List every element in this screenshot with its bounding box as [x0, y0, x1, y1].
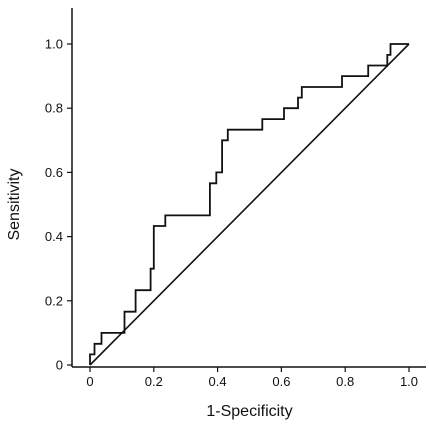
y-tick-label: 1.0	[45, 37, 63, 52]
reference-diagonal-line	[89, 43, 410, 366]
series	[89, 43, 410, 366]
x-tick-label: 0.2	[145, 374, 163, 389]
y-axis-title: Sensitivity	[6, 168, 23, 240]
x-tick-label: 1.0	[400, 374, 418, 389]
x-tick-label: 0.6	[272, 374, 290, 389]
ticks: 0 0.2 0.4 0.6 0.8 1.0 0 0.2 0.4 0.6 0.8 1.0	[45, 37, 418, 390]
x-axis-title: 1-Specificity	[206, 403, 292, 420]
y-tick-label: 0.8	[45, 101, 63, 116]
y-tick-label: 0.4	[45, 229, 63, 244]
x-tick-label: 0	[86, 374, 93, 389]
y-tick-label: 0	[56, 358, 63, 373]
y-tick-label: 0.2	[45, 293, 63, 308]
x-tick-label: 0.8	[336, 374, 354, 389]
y-tick-label: 0.6	[45, 165, 63, 180]
x-tick-label: 0.4	[209, 374, 227, 389]
axes	[71, 8, 426, 368]
roc-curve-line	[89, 43, 409, 365]
